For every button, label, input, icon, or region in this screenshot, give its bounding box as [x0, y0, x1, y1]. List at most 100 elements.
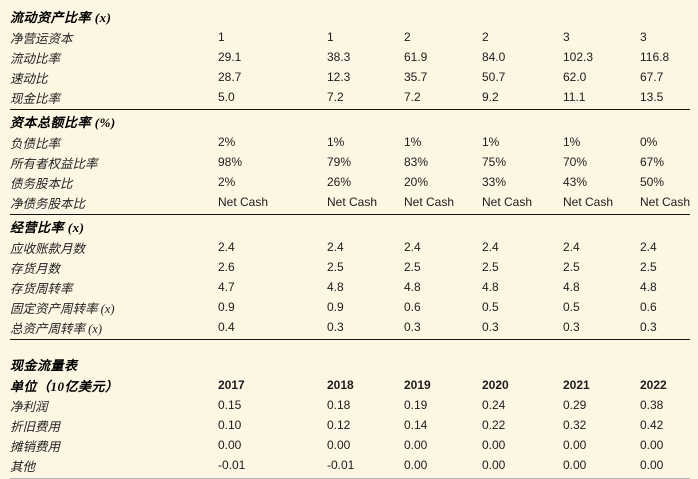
cell: 38.3	[327, 50, 351, 64]
cell: 0.22	[482, 418, 506, 432]
cell: 0.6	[640, 300, 657, 314]
cell: 2.5	[404, 260, 421, 274]
cell: 62.0	[563, 70, 587, 84]
cell: 28.7	[218, 70, 242, 84]
year-header: 2020	[482, 378, 509, 392]
cell: 79%	[327, 155, 352, 169]
cell: 43%	[563, 175, 588, 189]
row-label: 存货月数	[10, 261, 61, 276]
cell: 0.5	[482, 300, 499, 314]
cell: 1%	[482, 135, 500, 149]
cell: 1	[327, 30, 334, 44]
section-title: 流动资产比率 (x)	[10, 10, 112, 25]
section-operating-ratios: 经营比率 (x) 应收账款月数 2.4 2.4 2.4 2.4 2.4 2.4 …	[10, 216, 690, 340]
table-row: 净利润 0.15 0.18 0.19 0.24 0.29 0.38	[10, 395, 690, 415]
row-label: 速动比	[10, 71, 48, 86]
cell: 98%	[218, 155, 243, 169]
cell: 3	[563, 30, 570, 44]
cell: 12.3	[327, 70, 351, 84]
cell: 61.9	[404, 50, 428, 64]
row-label: 净债务股本比	[10, 196, 86, 211]
year-header: 2017	[218, 378, 245, 392]
year-header: 2018	[327, 378, 354, 392]
cell: 0.00	[640, 438, 664, 452]
year-header: 2019	[404, 378, 431, 392]
cell: 4.8	[563, 280, 580, 294]
cell: Net Cash	[640, 195, 691, 209]
cell: 2.5	[640, 260, 657, 274]
cell: 2.6	[218, 260, 235, 274]
cell: 0.3	[482, 320, 499, 334]
cell: 102.3	[563, 50, 594, 64]
table-row: 其他 -0.01 -0.01 0.00 0.00 0.00 0.00	[10, 455, 690, 475]
row-label: 所有者权益比率	[10, 156, 98, 171]
cell: 75%	[482, 155, 507, 169]
cell: 11.1	[563, 90, 586, 104]
section-divider	[10, 339, 690, 340]
cell: 0.19	[404, 398, 428, 412]
cell: 4.8	[640, 280, 657, 294]
cell: Net Cash	[404, 195, 455, 209]
cell: 2.5	[327, 260, 344, 274]
cell: 0.10	[218, 418, 242, 432]
cell: 0.5	[563, 300, 580, 314]
cell: 2.5	[482, 260, 499, 274]
cell: 0.00	[404, 458, 428, 472]
cell: 0.00	[218, 438, 242, 452]
cell: 83%	[404, 155, 429, 169]
cell: 0.29	[563, 398, 587, 412]
section-gap	[10, 341, 690, 354]
row-label: 总资产周转率 (x)	[10, 321, 102, 336]
table-row: 存货周转率 4.7 4.8 4.8 4.8 4.8 4.8	[10, 277, 690, 297]
section-header-row: 现金流量表	[10, 354, 690, 375]
cell: 0.42	[640, 418, 664, 432]
row-label: 固定资产周转率 (x)	[10, 301, 115, 316]
cell: 2.4	[327, 240, 344, 254]
cell: 0.15	[218, 398, 242, 412]
cell: 7.2	[404, 90, 421, 104]
cell: 1%	[327, 135, 345, 149]
section-title: 资本总额比率 (%)	[10, 115, 116, 130]
cell: 1%	[563, 135, 581, 149]
column-header-row: 单位（10亿美元） 2017 2018 2019 2020 2021 2022	[10, 375, 690, 395]
cell: 20%	[404, 175, 429, 189]
row-label: 存货周转率	[10, 281, 73, 296]
cell: 0.3	[404, 320, 421, 334]
cell: 50%	[640, 175, 665, 189]
row-label: 流动比率	[10, 51, 61, 66]
table-row: 总资产周转率 (x) 0.4 0.3 0.3 0.3 0.3 0.3	[10, 317, 690, 337]
section-title: 现金流量表	[10, 358, 78, 373]
section-header-row: 流动资产比率 (x)	[10, 6, 690, 27]
cell: 2.4	[563, 240, 580, 254]
cell: 1	[218, 30, 225, 44]
cell: 0.38	[640, 398, 664, 412]
cell: 7.2	[327, 90, 344, 104]
cell: -0.01	[218, 458, 246, 472]
section-header-row: 资本总额比率 (%)	[10, 111, 690, 132]
cell: 2.4	[218, 240, 235, 254]
cell: 2.5	[563, 260, 580, 274]
cell: 67.7	[640, 70, 664, 84]
cell: 2	[404, 30, 411, 44]
cell: 4.7	[218, 280, 235, 294]
cell: 0.9	[327, 300, 344, 314]
cell: 0.4	[218, 320, 235, 334]
row-label: 净利润	[10, 399, 48, 414]
row-label: 其他	[10, 459, 36, 474]
cell: 4.8	[404, 280, 421, 294]
cell: 5.0	[218, 90, 235, 104]
cell: 84.0	[482, 50, 506, 64]
cell: 2.4	[404, 240, 421, 254]
cell: 0.12	[327, 418, 351, 432]
row-label: 折旧费用	[10, 419, 61, 434]
section-capitalization-ratios: 资本总额比率 (%) 负债比率 2% 1% 1% 1% 1% 0% 所有者权益比…	[10, 111, 690, 215]
row-label: 现金比率	[10, 91, 61, 106]
cell: 33%	[482, 175, 507, 189]
table-row: 净营运资本 1 1 2 2 3 3	[10, 27, 690, 47]
cell: 4.8	[327, 280, 344, 294]
table-row: 债务股本比 2% 26% 20% 33% 43% 50%	[10, 172, 690, 192]
cell: 13.5	[640, 90, 664, 104]
section-liquidity-ratios: 流动资产比率 (x) 净营运资本 1 1 2 2 3 3 流动比率 29.1 3…	[10, 6, 690, 110]
cell: 0.00	[563, 438, 587, 452]
cell: 0.00	[482, 438, 506, 452]
